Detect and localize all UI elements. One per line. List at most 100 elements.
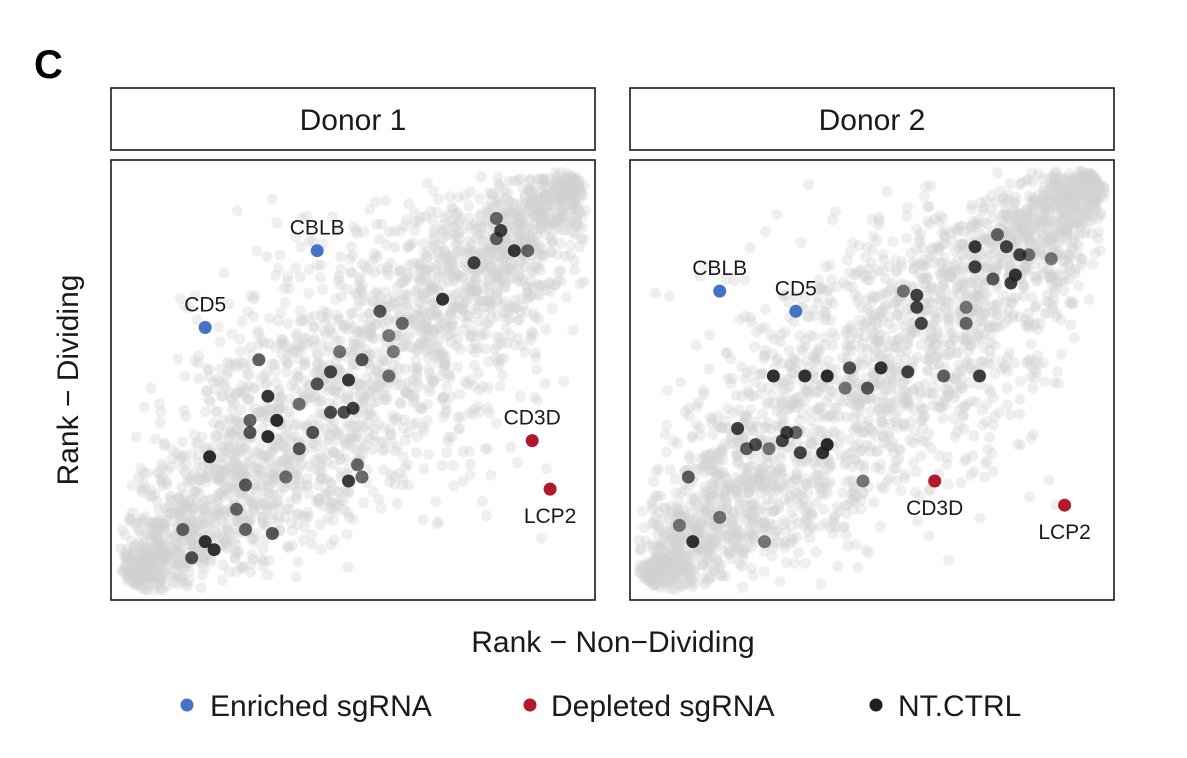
background-point bbox=[352, 288, 364, 300]
background-point bbox=[455, 302, 467, 314]
background-point bbox=[507, 197, 519, 209]
background-point bbox=[1043, 474, 1055, 486]
background-point bbox=[151, 496, 163, 508]
background-point bbox=[278, 282, 290, 294]
background-point bbox=[514, 199, 526, 211]
background-point bbox=[236, 489, 248, 501]
background-point bbox=[556, 212, 568, 224]
background-point bbox=[231, 471, 243, 483]
background-point bbox=[810, 497, 822, 509]
background-point bbox=[420, 316, 432, 328]
background-point bbox=[440, 404, 452, 416]
background-point bbox=[209, 384, 221, 396]
background-point bbox=[470, 288, 481, 300]
background-point bbox=[432, 283, 444, 295]
background-point bbox=[384, 429, 396, 441]
background-point bbox=[245, 290, 257, 302]
background-point bbox=[149, 584, 161, 596]
background-point bbox=[149, 567, 161, 579]
background-point bbox=[167, 577, 179, 589]
background-point bbox=[389, 478, 400, 490]
background-point bbox=[433, 356, 445, 368]
background-point bbox=[472, 342, 484, 354]
background-point bbox=[150, 516, 162, 528]
gene-label-lcp2: LCP2 bbox=[524, 505, 577, 528]
background-point bbox=[466, 286, 478, 297]
background-point bbox=[314, 519, 326, 530]
background-point bbox=[693, 397, 705, 409]
background-point bbox=[535, 199, 547, 211]
background-point bbox=[539, 189, 551, 201]
background-point bbox=[230, 471, 242, 483]
background-point bbox=[309, 333, 321, 345]
background-point bbox=[848, 288, 860, 300]
background-point bbox=[263, 555, 275, 567]
background-point bbox=[571, 219, 583, 231]
background-point bbox=[454, 215, 466, 227]
background-point bbox=[137, 547, 149, 559]
background-point bbox=[210, 406, 222, 417]
background-point bbox=[174, 541, 186, 553]
background-point bbox=[331, 381, 343, 393]
background-point bbox=[403, 240, 415, 252]
background-point bbox=[475, 222, 487, 234]
background-point bbox=[733, 558, 745, 570]
background-point bbox=[519, 192, 531, 204]
background-point bbox=[143, 580, 154, 592]
nt-ctrl-point bbox=[270, 413, 284, 427]
nt-ctrl-point bbox=[324, 365, 338, 379]
background-point bbox=[705, 571, 717, 583]
background-point bbox=[423, 363, 435, 375]
background-point bbox=[222, 356, 233, 368]
background-point bbox=[686, 432, 698, 444]
background-point bbox=[579, 205, 591, 217]
background-point bbox=[222, 365, 234, 377]
background-point bbox=[275, 306, 287, 318]
background-point bbox=[315, 543, 327, 555]
background-point bbox=[965, 469, 977, 481]
background-point bbox=[309, 367, 321, 379]
background-point bbox=[200, 385, 212, 397]
background-point bbox=[385, 428, 397, 440]
background-point bbox=[453, 295, 465, 307]
background-point bbox=[176, 513, 188, 525]
background-point bbox=[710, 553, 722, 565]
background-point bbox=[425, 279, 437, 291]
background-point bbox=[577, 234, 589, 245]
background-point bbox=[477, 495, 488, 507]
background-point bbox=[244, 508, 255, 520]
background-point bbox=[1023, 491, 1035, 503]
background-point bbox=[549, 181, 560, 193]
background-point bbox=[213, 475, 225, 487]
background-point bbox=[170, 554, 182, 566]
background-point bbox=[414, 297, 426, 309]
background-point bbox=[498, 263, 510, 275]
background-point bbox=[542, 219, 554, 230]
background-point bbox=[501, 314, 513, 326]
background-point bbox=[524, 184, 536, 195]
background-point bbox=[480, 443, 491, 455]
background-point bbox=[218, 414, 230, 426]
background-point bbox=[839, 459, 851, 470]
background-point bbox=[357, 443, 369, 455]
background-point bbox=[574, 241, 586, 253]
background-point bbox=[333, 425, 345, 437]
background-point bbox=[149, 488, 161, 500]
background-point bbox=[216, 390, 228, 401]
background-point bbox=[330, 294, 341, 306]
background-point bbox=[450, 289, 462, 301]
background-point bbox=[234, 437, 246, 449]
background-point bbox=[358, 421, 370, 433]
background-point bbox=[237, 563, 249, 575]
background-point bbox=[226, 468, 238, 480]
nt-ctrl-point bbox=[261, 430, 275, 444]
background-point bbox=[540, 228, 552, 240]
background-point bbox=[314, 448, 326, 460]
background-point bbox=[226, 328, 238, 340]
background-point bbox=[327, 446, 339, 458]
background-point bbox=[660, 446, 672, 458]
background-point bbox=[189, 530, 201, 542]
background-point bbox=[397, 422, 409, 434]
background-point bbox=[539, 176, 551, 188]
